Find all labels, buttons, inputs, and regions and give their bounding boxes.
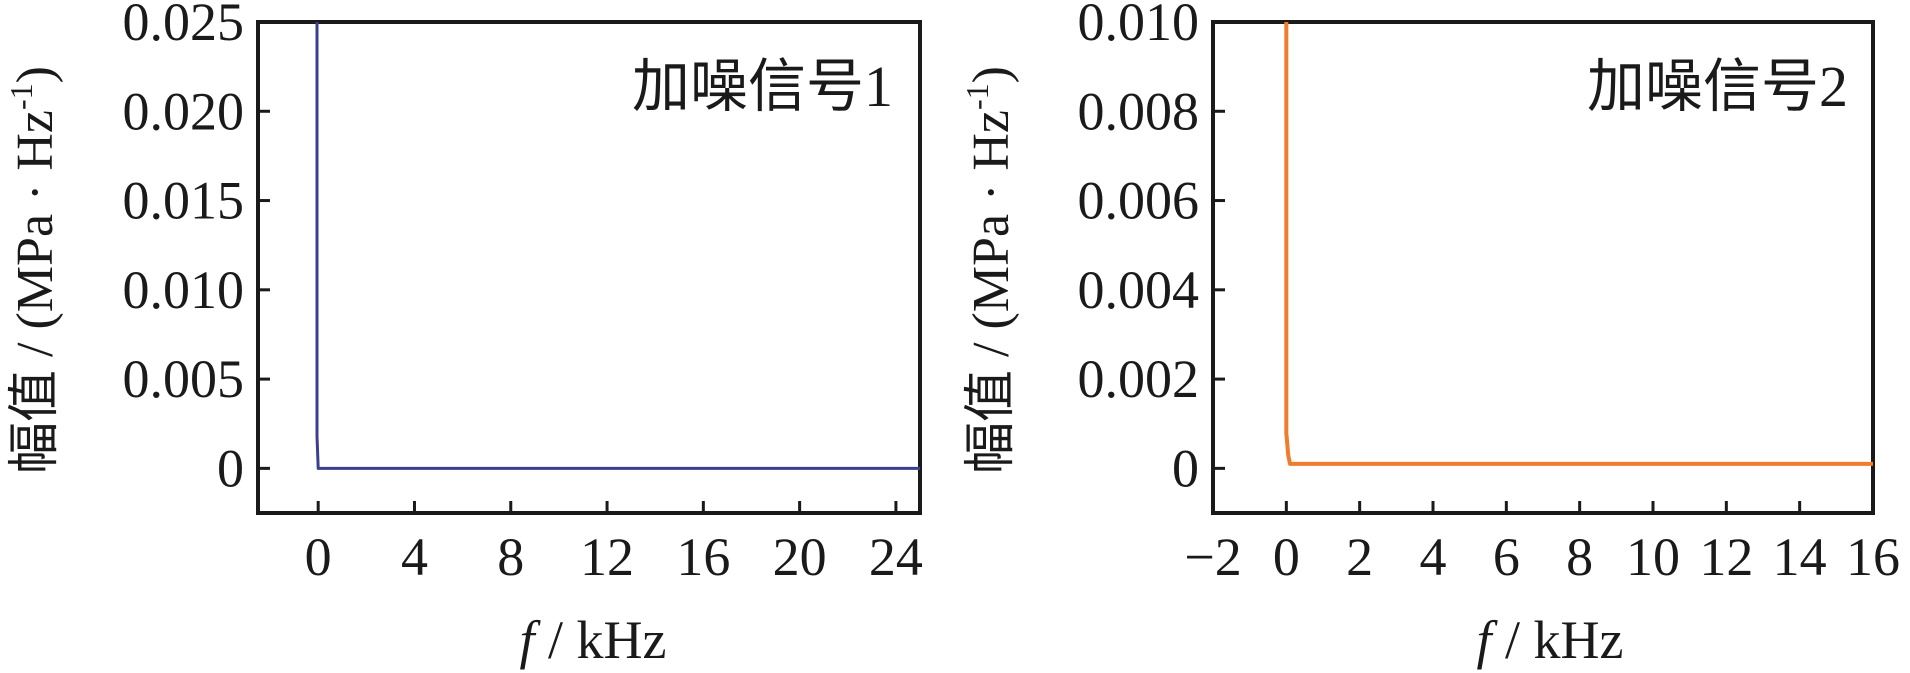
y-tick-label: 0 [1172, 438, 1199, 498]
annotation-label-1: 加噪信号1 [632, 54, 893, 119]
y-tick-label: 0.004 [1078, 260, 1200, 320]
y-ticks-1: 0 0.005 0.010 0.015 0.020 0.025 [123, 0, 270, 498]
y-axis-label-sup-2: -1 [959, 83, 995, 110]
y-tick-label: 0.005 [123, 349, 245, 409]
x-tick-label: 20 [773, 527, 827, 587]
x-tick-label: 0 [305, 527, 332, 587]
y-tick-label: 0.025 [123, 0, 245, 52]
series-line-2-1 [1284, 22, 1873, 466]
y-axis-label-2: 幅值 / (MPa · Hz-1) [959, 66, 1020, 474]
y-axis-label-close-2: ) [963, 66, 1020, 83]
series-line-1-1 [315, 22, 920, 470]
x-ticks-1: 0 4 8 12 16 20 24 [305, 501, 923, 587]
y-axis-label-1: 幅值 / (MPa · Hz-1) [3, 66, 64, 474]
x-tick-label: 10 [1626, 527, 1680, 587]
y-tick-label: 0.002 [1078, 349, 1200, 409]
x-tick-label: 4 [1420, 527, 1447, 587]
plot-area-1 [256, 20, 922, 515]
x-tick-label: 8 [1566, 527, 1593, 587]
x-tick-label: 14 [1773, 527, 1827, 587]
chart-panel-1: 0 4 8 12 16 20 24 0 0.005 0.010 0.015 0.020 0.025 加… [3, 0, 923, 670]
x-ticks-2: −2 0 2 4 6 8 10 12 14 16 [1184, 501, 1900, 587]
x-tick-label: 2 [1346, 527, 1373, 587]
axes-frame-1 [256, 20, 922, 515]
y-tick-label: 0.010 [123, 260, 245, 320]
plot-area-2 [1211, 20, 1875, 515]
x-tick-label: 6 [1493, 527, 1520, 587]
chart-panel-2: −2 0 2 4 6 8 10 12 14 16 00.0020.0040.0060.0080.0… [959, 0, 1900, 670]
x-tick-label: 12 [580, 527, 634, 587]
annotation-label-2: 加噪信号2 [1587, 54, 1848, 119]
y-tick-label: 0.015 [123, 171, 245, 231]
x-axis-label-1: f / kHz [520, 610, 667, 670]
y-axis-label-close-1: ) [7, 66, 64, 83]
y-tick-label: 0.006 [1078, 171, 1200, 231]
x-tick-label: 16 [676, 527, 730, 587]
y-tick-label: 0.010 [1078, 0, 1200, 52]
x-tick-label: 8 [497, 527, 524, 587]
x-tick-label: 0 [1273, 527, 1300, 587]
y-tick-label: 0.008 [1078, 81, 1200, 141]
y-axis-label-main-1: 幅值 / (MPa · Hz [7, 110, 64, 474]
x-tick-label: 16 [1846, 527, 1900, 587]
y-tick-label: 0.020 [123, 81, 245, 141]
x-tick-label: 4 [401, 527, 428, 587]
axes-frame-2 [1211, 20, 1875, 515]
y-axis-label-sup-1: -1 [3, 83, 39, 110]
y-tick-label: 0 [217, 438, 244, 498]
x-axis-label-2: f / kHz [1477, 610, 1624, 670]
y-axis-label-main-2: 幅值 / (MPa · Hz [963, 110, 1020, 474]
x-tick-label: 12 [1699, 527, 1753, 587]
x-axis-unit-1: / kHz [535, 610, 667, 670]
x-axis-unit-2: / kHz [1492, 610, 1624, 670]
x-tick-label: 24 [869, 527, 923, 587]
y-ticks-2: 0 0.002 0.004 0.006 0.008 0.010 [1078, 0, 1225, 498]
x-tick-label: −2 [1184, 527, 1241, 587]
